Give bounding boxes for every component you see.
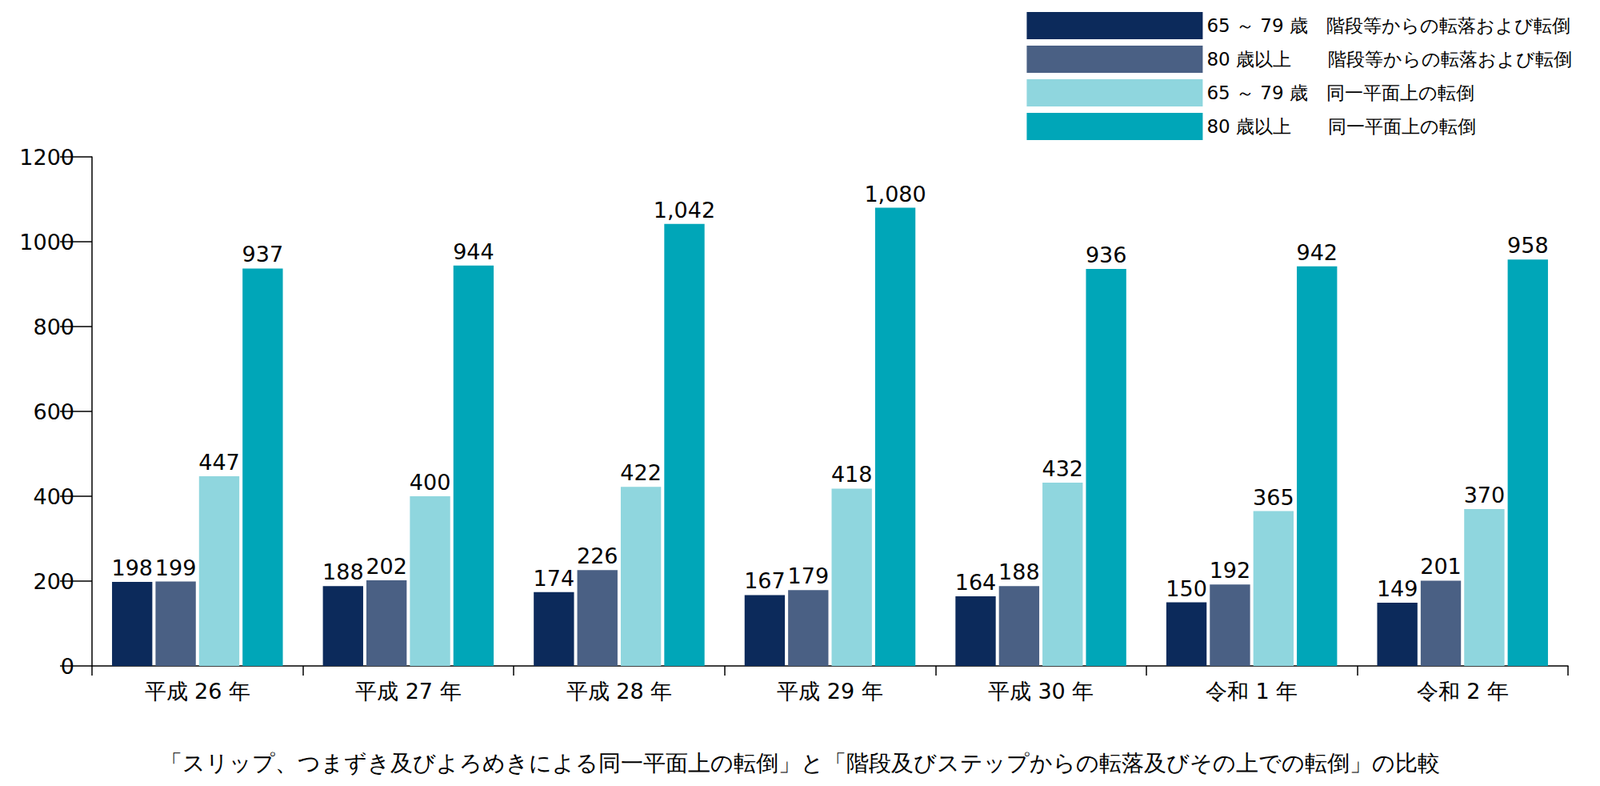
svg-text:937: 937 — [242, 241, 284, 267]
svg-text:80 歳以上 同一平面上の転倒: 80 歳以上 同一平面上の転倒 — [1206, 116, 1476, 137]
svg-text:600: 600 — [32, 399, 75, 424]
svg-text:174: 174 — [533, 565, 576, 591]
svg-text:令和 1 年: 令和 1 年 — [1205, 678, 1298, 704]
svg-text:198: 198 — [111, 555, 153, 580]
svg-text:1200: 1200 — [19, 144, 75, 170]
svg-text:179: 179 — [788, 563, 830, 588]
svg-text:370: 370 — [1464, 482, 1506, 508]
svg-text:188: 188 — [322, 559, 364, 584]
svg-text:平成 29 年: 平成 29 年 — [776, 678, 884, 704]
svg-text:942: 942 — [1296, 240, 1338, 265]
svg-text:平成 28 年: 平成 28 年 — [566, 678, 673, 704]
svg-text:400: 400 — [32, 484, 75, 509]
svg-text:418: 418 — [831, 461, 873, 487]
svg-text:188: 188 — [998, 559, 1040, 584]
svg-text:1,080: 1,080 — [864, 181, 926, 207]
svg-text:936: 936 — [1085, 242, 1128, 268]
svg-text:149: 149 — [1376, 576, 1419, 601]
svg-text:800: 800 — [32, 314, 75, 340]
svg-text:944: 944 — [452, 239, 495, 264]
svg-text:平成 30 年: 平成 30 年 — [988, 678, 1095, 704]
svg-text:1000: 1000 — [19, 229, 75, 255]
svg-text:432: 432 — [1041, 456, 1084, 481]
svg-text:199: 199 — [155, 555, 197, 580]
svg-text:65 ～ 79 歳 階段等からの転落および転倒: 65 ～ 79 歳 階段等からの転落および転倒 — [1206, 15, 1570, 36]
svg-text:164: 164 — [955, 569, 997, 595]
svg-text:80 歳以上 階段等からの転落および転倒: 80 歳以上 階段等からの転落および転倒 — [1206, 48, 1572, 70]
svg-text:1,042: 1,042 — [653, 197, 716, 223]
svg-text:958: 958 — [1507, 232, 1549, 258]
svg-text:200: 200 — [32, 568, 75, 594]
svg-text:400: 400 — [409, 469, 452, 495]
svg-text:150: 150 — [1165, 576, 1208, 601]
svg-text:202: 202 — [365, 553, 408, 579]
svg-text:平成 27 年: 平成 27 年 — [355, 678, 462, 704]
svg-text:平成 26 年: 平成 26 年 — [144, 678, 252, 704]
svg-text:422: 422 — [620, 460, 662, 485]
svg-text:「スリップ、つまずき及びよろめきによる同一平面上の転倒」と「: 「スリップ、つまずき及びよろめきによる同一平面上の転倒」と「階段及びステップから… — [160, 749, 1440, 776]
svg-text:192: 192 — [1209, 557, 1252, 583]
svg-text:167: 167 — [744, 568, 786, 593]
svg-text:令和 2 年: 令和 2 年 — [1416, 678, 1509, 704]
svg-text:201: 201 — [1420, 553, 1462, 579]
svg-text:0: 0 — [60, 653, 75, 679]
svg-text:365: 365 — [1252, 484, 1295, 510]
svg-text:65 ～ 79 歳 同一平面上の転倒: 65 ～ 79 歳 同一平面上の転倒 — [1206, 82, 1474, 104]
svg-text:226: 226 — [576, 543, 619, 568]
svg-text:447: 447 — [198, 449, 240, 475]
